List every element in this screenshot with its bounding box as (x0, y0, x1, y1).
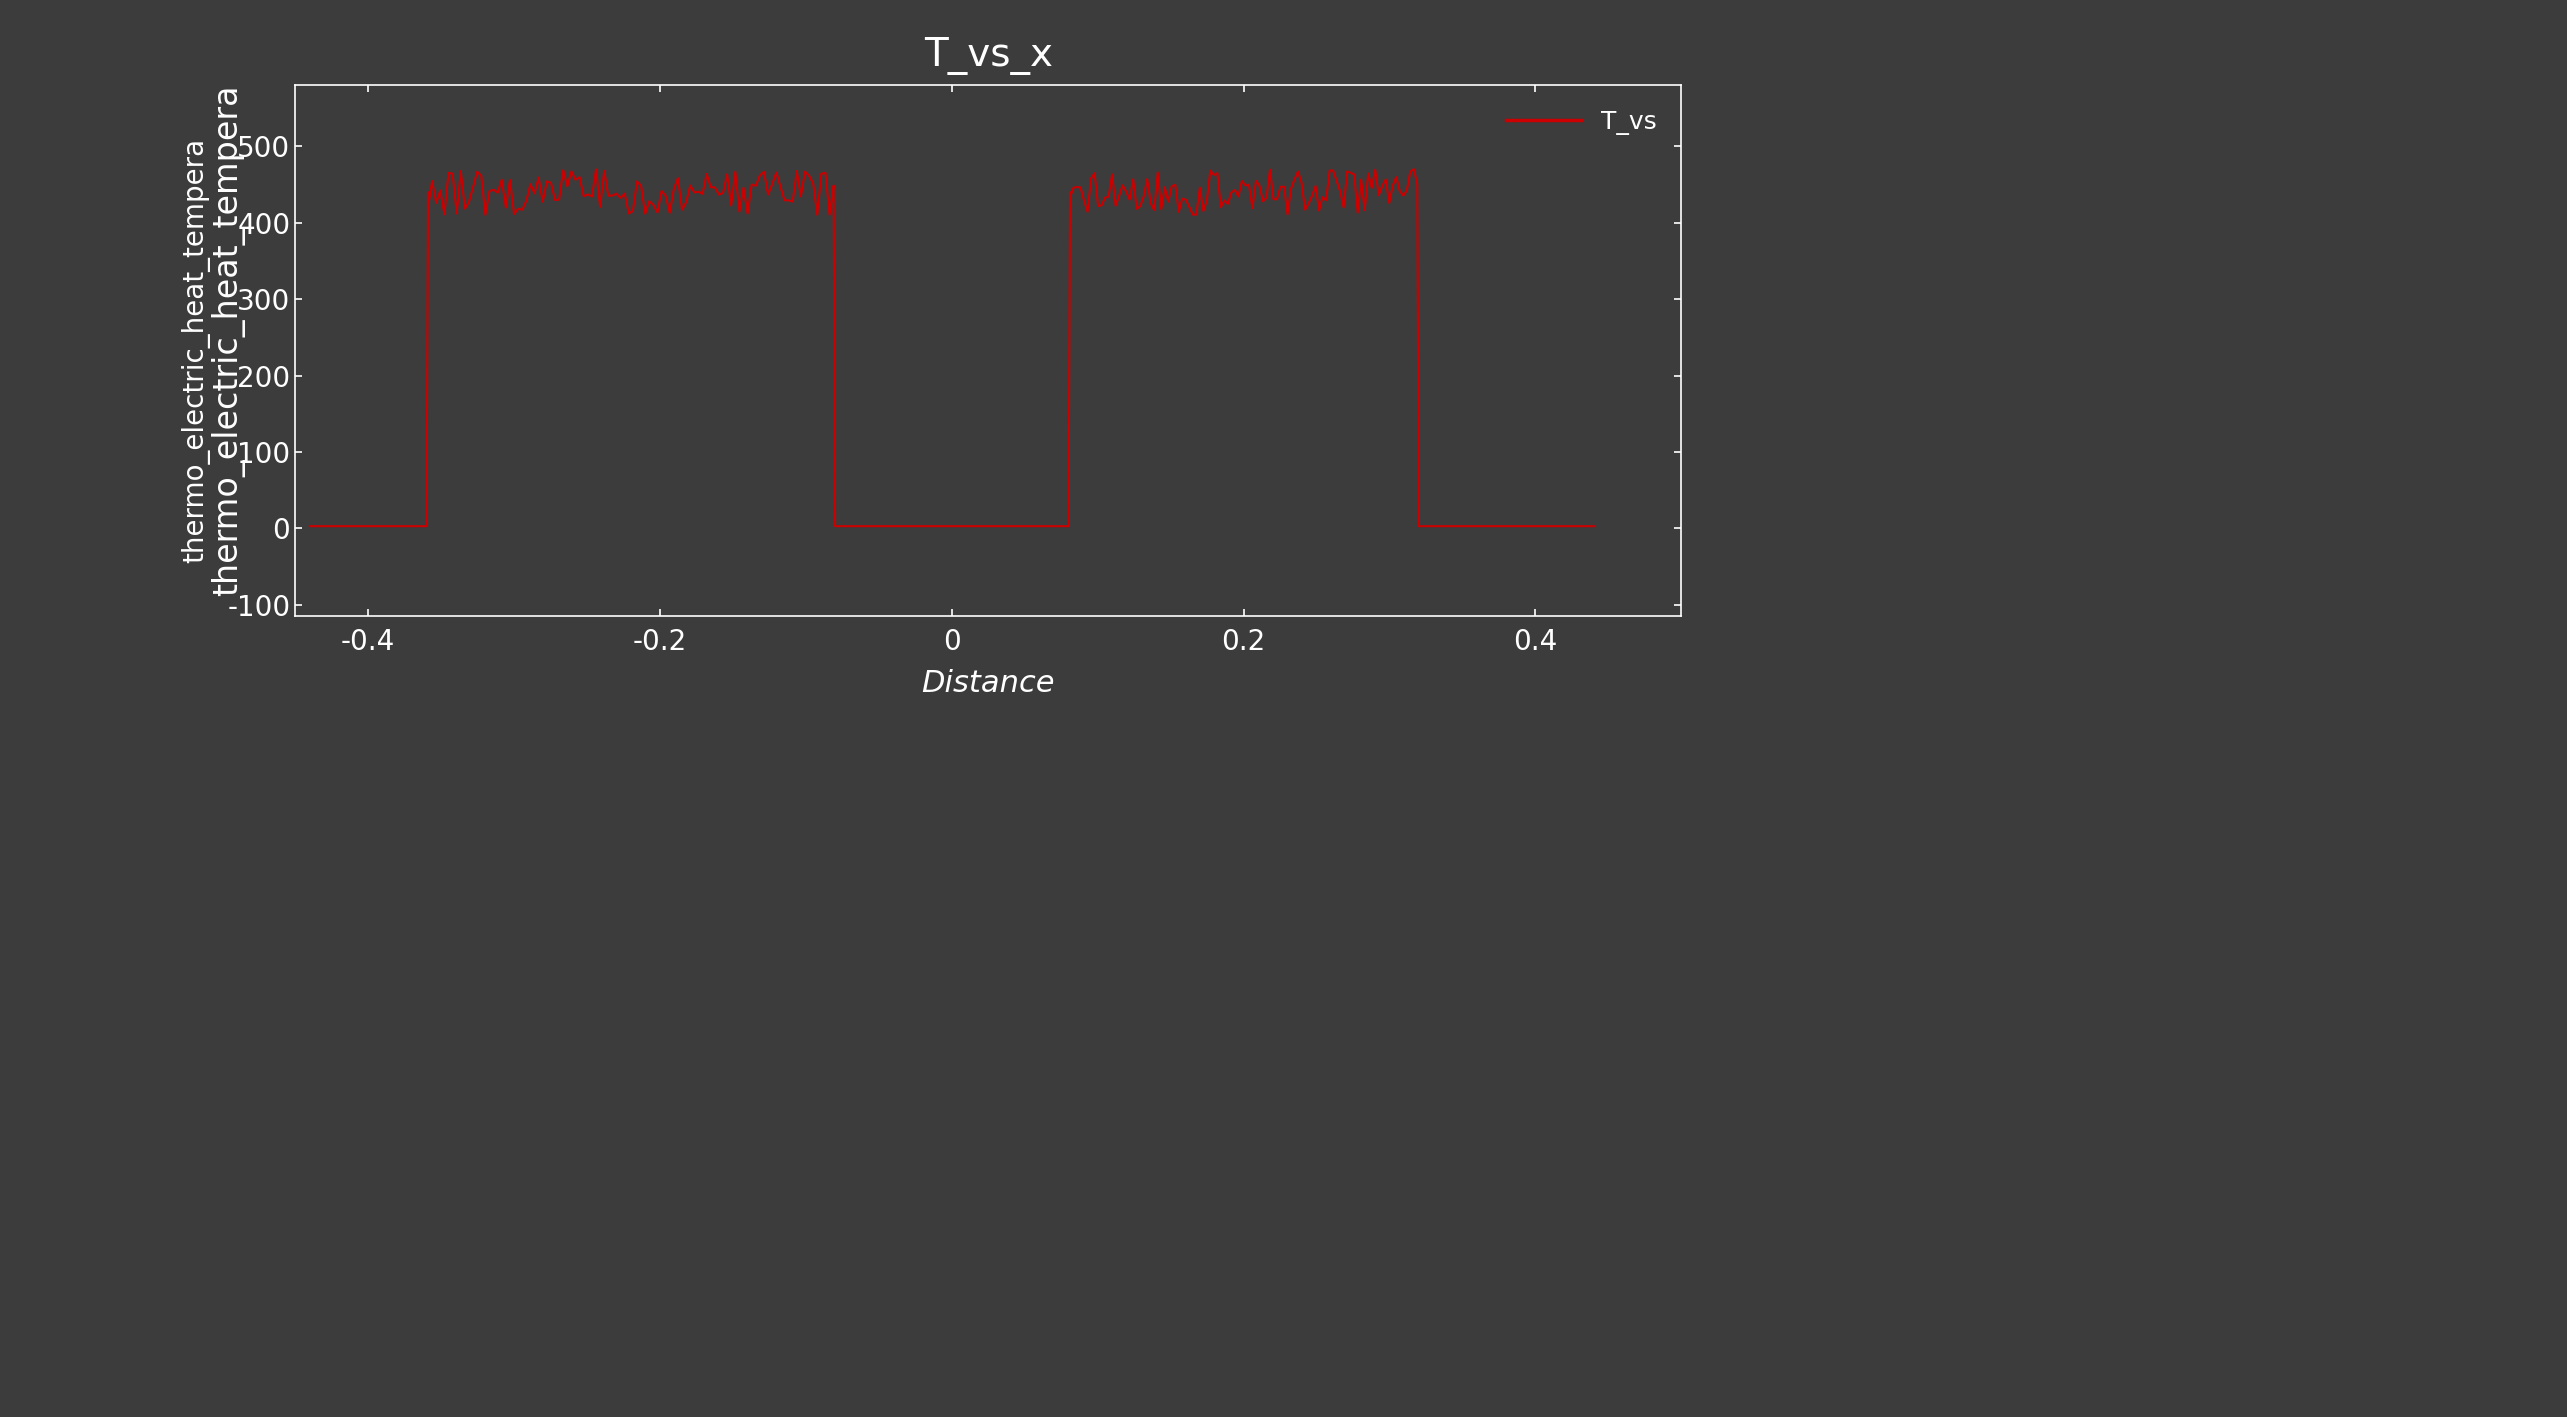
X-axis label: Distance: Distance (922, 669, 1055, 699)
Title: T_vs_x: T_vs_x (924, 37, 1052, 75)
Y-axis label: thermo_electric_heat_tempera: thermo_electric_heat_tempera (182, 137, 210, 564)
Text: thermo_electric_heat_tempera: thermo_electric_heat_tempera (210, 85, 246, 595)
Legend: T_vs: T_vs (1494, 98, 1669, 147)
